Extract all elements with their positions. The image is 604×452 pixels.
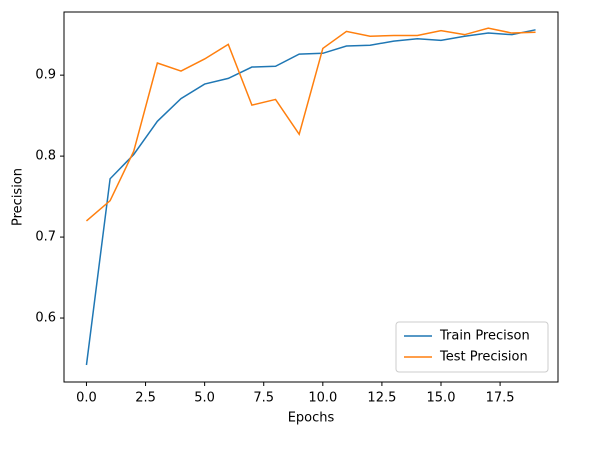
x-tick-label: 12.5 <box>367 391 396 406</box>
x-tick-label: 0.0 <box>76 391 97 406</box>
x-tick-label: 17.5 <box>486 391 515 406</box>
y-tick-label: 0.9 <box>35 68 56 83</box>
legend-label: Test Precision <box>439 350 528 365</box>
x-tick-label: 2.5 <box>135 391 156 406</box>
x-tick-label: 15.0 <box>427 391 456 406</box>
y-tick-label: 0.7 <box>35 230 56 245</box>
plot-frame <box>63 11 559 383</box>
legend-box <box>395 321 549 373</box>
x-tick-label: 7.5 <box>253 391 274 406</box>
x-tick-label: 5.0 <box>194 391 215 406</box>
x-axis-label: Epochs <box>288 411 335 426</box>
legend-label: Train Precison <box>439 329 530 344</box>
y-axis-label: Precision <box>11 168 26 226</box>
line-series <box>85 29 536 366</box>
y-tick-label: 0.8 <box>35 149 56 164</box>
x-tick-label: 10.0 <box>308 391 337 406</box>
y-tick-label: 0.6 <box>35 311 56 326</box>
line-series <box>85 27 536 222</box>
